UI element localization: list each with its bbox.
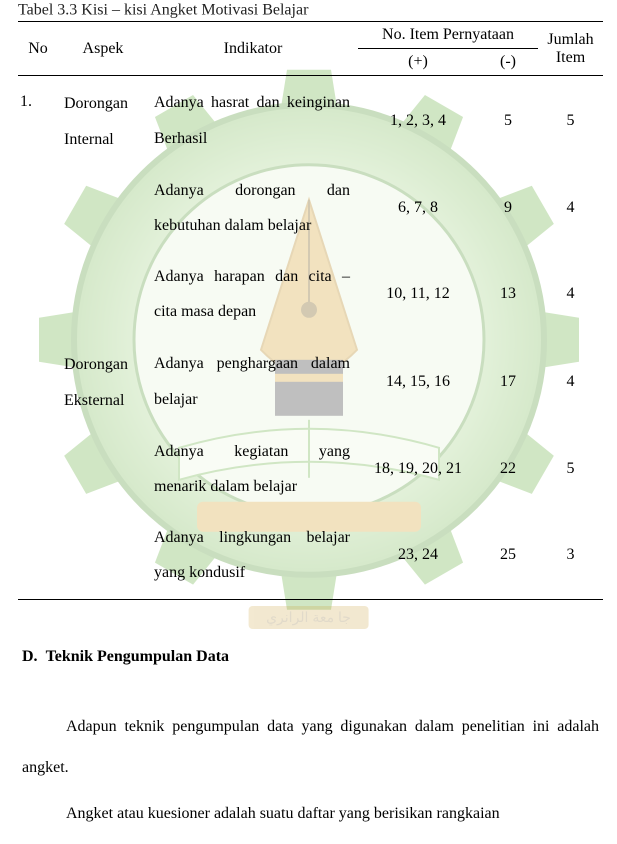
cell-aspek [58, 512, 148, 599]
table-caption: Tabel 3.3 Kisi – kisi Angket Motivasi Be… [18, 0, 599, 19]
cell-neg: 22 [478, 426, 538, 512]
cell-jml: 3 [538, 512, 603, 599]
cell-ind: Adanya lingkungan belajar yang kondusif [148, 512, 358, 599]
cell-aspek [58, 165, 148, 251]
cell-aspek [58, 251, 148, 337]
cell-pos: 23, 24 [358, 512, 478, 599]
heading-prefix: D. [22, 648, 38, 665]
cell-aspek: Dorongan Internal [58, 76, 148, 165]
cell-no [18, 251, 58, 337]
cell-neg: 13 [478, 251, 538, 337]
cell-no: 1. [18, 76, 58, 165]
heading-text: Teknik Pengumpulan Data [46, 648, 229, 665]
cell-ind: Adanya harapan dan cita – cita masa depa… [148, 251, 358, 337]
table-row: Adanya lingkungan belajar yang kondusif … [18, 512, 603, 599]
caption-text: Tabel 3.3 Kisi – kisi Angket Motivasi Be… [18, 1, 308, 18]
th-aspek: Aspek [58, 22, 148, 76]
cell-jml: 4 [538, 251, 603, 337]
paragraph-1: Adapun teknik pengumpulan data yang digu… [22, 706, 599, 789]
cell-pos: 6, 7, 8 [358, 165, 478, 251]
th-jumlah: Jumlah Item [538, 22, 603, 76]
section-heading: D. Teknik Pengumpulan Data [22, 648, 599, 666]
th-no: No [18, 22, 58, 76]
table-row: Adanya harapan dan cita – cita masa depa… [18, 251, 603, 337]
table-row: Adanya kegiatan yang menarik dalam belaj… [18, 426, 603, 512]
th-neg: (-) [478, 49, 538, 76]
cell-ind: Adanya hasrat dan keinginan Berhasil [148, 76, 358, 165]
cell-pos: 10, 11, 12 [358, 251, 478, 337]
cell-jml: 4 [538, 165, 603, 251]
cell-no [18, 426, 58, 512]
table-row: 1. Dorongan Internal Adanya hasrat dan k… [18, 76, 603, 165]
th-pos: (+) [358, 49, 478, 76]
cell-ind: Adanya kegiatan yang menarik dalam belaj… [148, 426, 358, 512]
cell-jml: 5 [538, 426, 603, 512]
cell-pos: 1, 2, 3, 4 [358, 76, 478, 165]
th-indikator: Indikator [148, 22, 358, 76]
table-row: Adanya dorongan dan kebutuhan dalam bela… [18, 165, 603, 251]
cell-no [18, 165, 58, 251]
th-item-group: No. Item Pernyataan [358, 22, 538, 49]
cell-ind: Adanya penghargaan dalam belajar [148, 337, 358, 425]
cell-neg: 25 [478, 512, 538, 599]
cell-jml: 5 [538, 76, 603, 165]
cell-pos: 14, 15, 16 [358, 337, 478, 425]
cell-no [18, 512, 58, 599]
cell-ind: Adanya dorongan dan kebutuhan dalam bela… [148, 165, 358, 251]
cell-jml: 4 [538, 337, 603, 425]
kisi-table: No Aspek Indikator No. Item Pernyataan J… [18, 21, 603, 599]
cell-pos: 18, 19, 20, 21 [358, 426, 478, 512]
cell-neg: 5 [478, 76, 538, 165]
cell-neg: 17 [478, 337, 538, 425]
table-row: Dorongan Eksternal Adanya penghargaan da… [18, 337, 603, 425]
cell-aspek: Dorongan Eksternal [58, 337, 148, 425]
cell-aspek [58, 426, 148, 512]
cell-no [18, 337, 58, 425]
cell-neg: 9 [478, 165, 538, 251]
paragraph-2: Angket atau kuesioner adalah suatu dafta… [22, 793, 599, 835]
